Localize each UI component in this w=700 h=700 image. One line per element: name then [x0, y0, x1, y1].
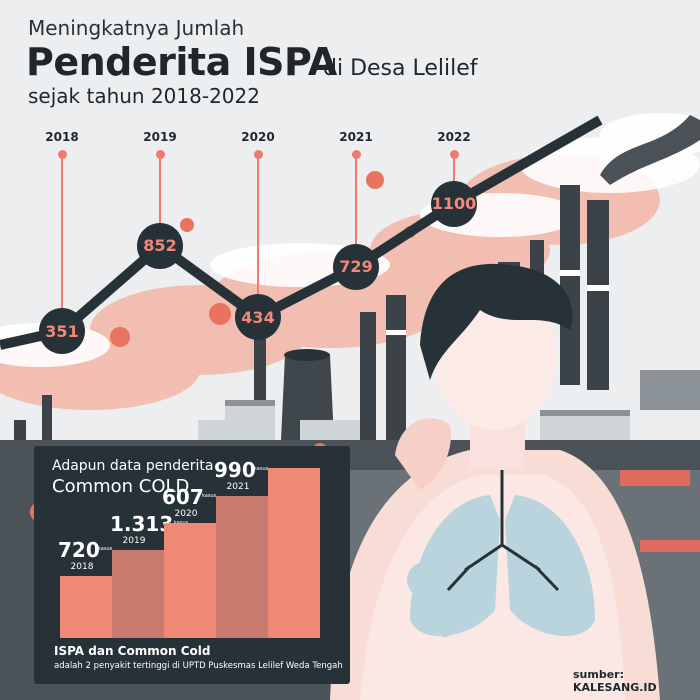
ispa-year-stem [355, 158, 357, 244]
ispa-data-point: 852 [137, 222, 183, 269]
ispa-year-stem [453, 158, 455, 181]
ispa-year-label: 2018 [45, 130, 79, 144]
ispa-year-pin [351, 150, 361, 159]
common-cold-panel: Adapun data penderita Common COLD 720 kas… [34, 446, 350, 684]
ispa-year-label: 2021 [339, 130, 373, 144]
ispa-year-stem [61, 158, 63, 309]
title-location: di Desa Lelilef [323, 56, 478, 81]
common-cold-bar [216, 496, 268, 638]
ispa-year-pin [57, 150, 67, 159]
ispa-data-point: 434 [235, 294, 281, 341]
common-cold-bar [60, 576, 112, 638]
source-credit: sumber: KALESANG.ID [573, 668, 657, 694]
panel-footer-title: ISPA dan Common Cold [54, 644, 211, 658]
page-title: Penderita ISPA [26, 40, 337, 84]
panel-subheading: Common COLD [52, 476, 190, 497]
common-cold-value: 1.313 [110, 512, 174, 536]
ispa-year-label: 2019 [143, 130, 177, 144]
common-cold-year: 2019 [122, 536, 146, 546]
ispa-year-stem [257, 158, 259, 295]
common-cold-value: 607 [162, 485, 204, 509]
title-period: sejak tahun 2018-2022 [28, 84, 260, 108]
common-cold-year: 2018 [70, 562, 94, 572]
lungs-icon [410, 470, 595, 637]
ispa-year-pin [253, 150, 263, 159]
common-cold-bar [112, 550, 164, 638]
common-cold-year: 2020 [174, 509, 198, 519]
panel-footer-text: adalah 2 penyakit tertinggi di UPTD Pusk… [54, 661, 343, 671]
title-line1: Meningkatnya Jumlah [28, 16, 245, 40]
ispa-year-pin [155, 150, 165, 159]
common-cold-bar [164, 523, 216, 638]
ispa-year-pin [449, 150, 459, 159]
ispa-year-label: 2020 [241, 130, 275, 144]
ispa-year-stem [159, 158, 161, 223]
common-cold-unit: kasus [98, 546, 113, 552]
panel-heading: Adapun data penderita [52, 458, 214, 474]
common-cold-step-bar [268, 468, 320, 638]
ispa-year-label: 2022 [437, 130, 471, 144]
ispa-data-point: 1100 [431, 180, 477, 227]
common-cold-year: 2021 [226, 482, 250, 492]
ispa-data-point: 729 [333, 243, 379, 290]
common-cold-value: 720 [58, 538, 100, 562]
common-cold-unit: kasus [254, 466, 269, 472]
common-cold-unit: kasus [202, 493, 217, 499]
ispa-data-point: 351 [39, 308, 85, 355]
common-cold-value: 990 [214, 458, 256, 482]
